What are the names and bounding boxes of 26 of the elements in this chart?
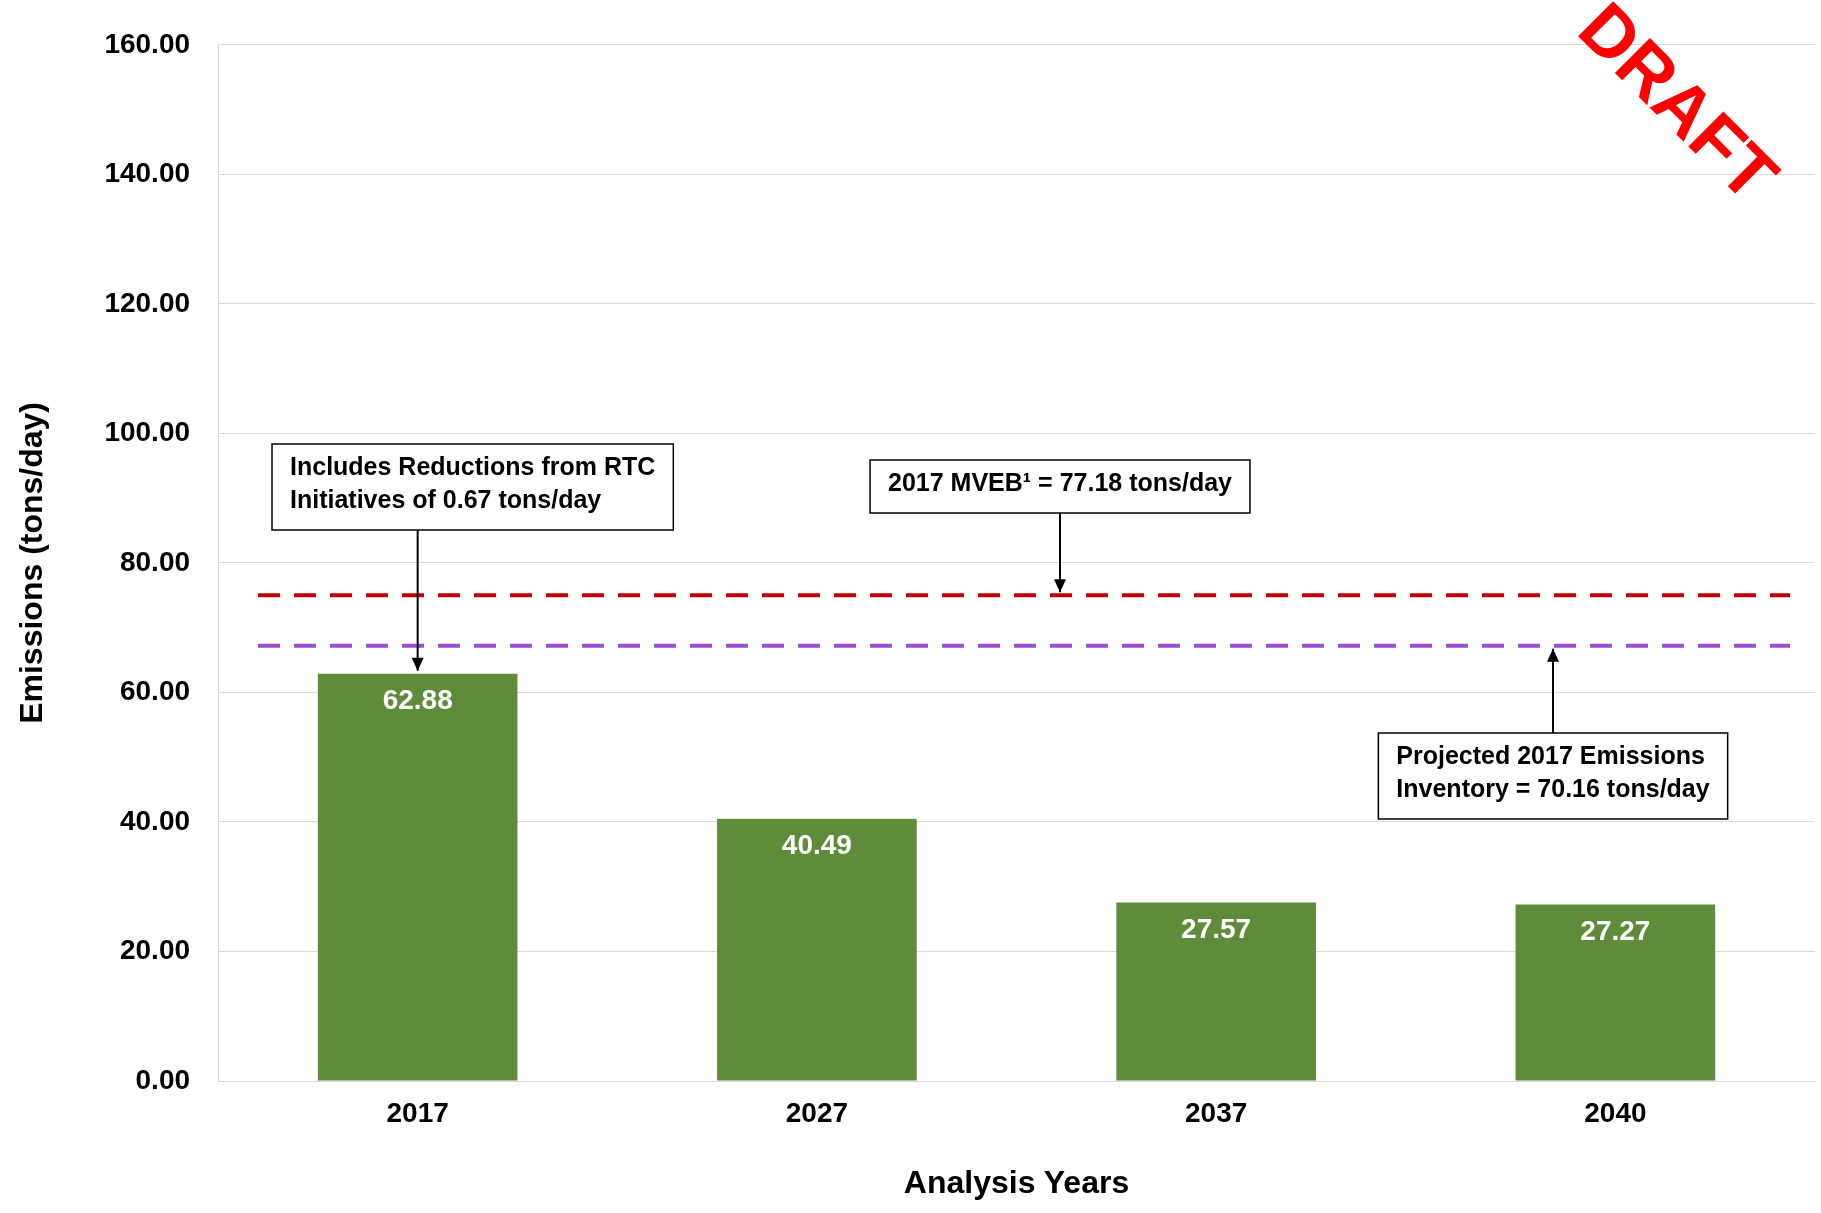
bar bbox=[1116, 902, 1316, 1081]
x-tick-label: 2027 bbox=[785, 1096, 849, 1128]
y-tick-label: 0.00 bbox=[135, 1063, 191, 1095]
y-tick-label: 60.00 bbox=[119, 675, 191, 707]
x-axis-title: Analysis Years bbox=[903, 1163, 1130, 1200]
y-tick-label: 140.00 bbox=[104, 157, 191, 189]
data-label: 27.57 bbox=[1181, 913, 1252, 945]
data-label: 27.27 bbox=[1580, 915, 1651, 947]
y-tick-label: 120.00 bbox=[104, 286, 191, 318]
annotation: Projected 2017 Emissions Inventory = 70.16 tons/day bbox=[1396, 741, 1710, 803]
y-tick-label: 100.00 bbox=[104, 416, 191, 448]
x-tick-label: 2017 bbox=[386, 1096, 449, 1128]
x-tick-label: 2040 bbox=[1584, 1096, 1647, 1128]
bar bbox=[1515, 904, 1716, 1081]
y-axis-title: Emissions (tons/day) bbox=[13, 401, 50, 724]
data-label: 62.88 bbox=[382, 684, 453, 716]
y-tick-label: 80.00 bbox=[119, 545, 191, 577]
y-tick-label: 40.00 bbox=[119, 804, 191, 836]
annotation: Includes Reductions from RTC Initiatives of 0.67 tons/day bbox=[290, 452, 656, 514]
y-tick-label: 160.00 bbox=[104, 27, 191, 59]
y-tick-label: 20.00 bbox=[119, 934, 191, 966]
data-label: 40.49 bbox=[781, 829, 852, 861]
bar bbox=[317, 673, 518, 1081]
annotation: 2017 MVEB¹ = 77.18 tons/day bbox=[888, 468, 1233, 497]
bar bbox=[717, 818, 917, 1081]
x-tick-label: 2037 bbox=[1184, 1096, 1248, 1128]
